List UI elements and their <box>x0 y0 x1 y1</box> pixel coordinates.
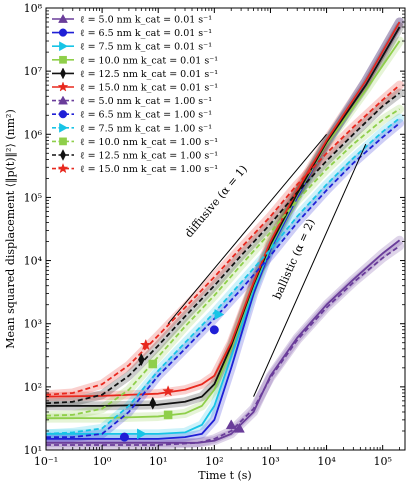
reference-line-1 <box>253 143 367 397</box>
series-marker-9-0 <box>148 359 158 369</box>
series-marker-7-0 <box>209 325 219 335</box>
series-marker-6-0 <box>234 422 245 433</box>
x-axis-ticks: 10⁻¹ 10⁰ 10¹ 10² 10³ 10⁴ 10⁵ <box>34 8 400 468</box>
x-tick-label: 10² <box>205 455 223 468</box>
y-tick-label: 10⁸ <box>24 2 43 15</box>
legend-marker-4 <box>60 67 66 80</box>
legend-marker-11 <box>57 162 69 174</box>
series-marker-10-0 <box>138 353 145 367</box>
y-tick-label: 10⁵ <box>24 191 42 204</box>
series-line-0 <box>46 239 401 444</box>
legend-entry-7: ℓ = 6.5 nm k_cat = 1.00 s⁻¹ <box>80 110 212 121</box>
legend-entry-5: ℓ = 15.0 nm k_cat = 0.01 s⁻¹ <box>80 83 218 94</box>
legend-entry-11: ℓ = 15.0 nm k_cat = 1.00 s⁻¹ <box>80 164 218 175</box>
legend-marker-5 <box>57 81 69 92</box>
legend-marker-7 <box>58 110 68 119</box>
legend-marker-2 <box>59 41 69 52</box>
plot-area: diffusive (α = 1)ballistic (α = 2) <box>45 7 406 451</box>
legend-entry-6: ℓ = 5.0 nm k_cat = 1.00 s⁻¹ <box>80 96 212 107</box>
series-marker-0-0 <box>225 419 237 430</box>
legend-entry-1: ℓ = 6.5 nm k_cat = 0.01 s⁻¹ <box>80 28 212 39</box>
reference-line-0 <box>167 133 327 325</box>
y-tick-label: 10² <box>24 381 42 394</box>
plot-border <box>45 7 406 451</box>
x-tick-label: 10⁵ <box>373 455 391 468</box>
y-tick-label: 10⁶ <box>24 128 43 141</box>
y-axis-label: Mean squared displacement ⟨‖p(t)‖²⟩ (nm²… <box>4 109 18 349</box>
series-line-11 <box>46 84 401 396</box>
series-markers <box>119 309 245 442</box>
plot-frame <box>46 8 405 450</box>
series-marker-1-0 <box>119 432 129 442</box>
series-line-8 <box>46 117 401 435</box>
legend-marker-1 <box>58 28 68 37</box>
series-line-9 <box>46 108 401 417</box>
y-tick-label: 10¹ <box>24 444 42 457</box>
series-line-3 <box>46 40 401 419</box>
x-tick-label: 10¹ <box>149 455 167 468</box>
legend-marker-10 <box>60 149 66 161</box>
legend-marker-3 <box>59 55 67 64</box>
series-line-5 <box>46 21 401 398</box>
series-marker-8-0 <box>214 309 225 320</box>
legend-marker-6 <box>58 95 68 105</box>
x-tick-label: 10⁴ <box>317 455 336 468</box>
y-tick-label: 10³ <box>24 318 42 331</box>
legend: ℓ = 5.0 nm k_cat = 0.01 s⁻¹ ℓ = 6.5 nm k_… <box>52 13 218 175</box>
legend-entry-2: ℓ = 7.5 nm k_cat = 0.01 s⁻¹ <box>80 42 212 53</box>
series-marker-4-0 <box>149 396 157 410</box>
legend-entry-0: ℓ = 5.0 nm k_cat = 0.01 s⁻¹ <box>80 15 212 26</box>
series-line-10 <box>46 92 401 405</box>
legend-marker-0 <box>58 13 68 23</box>
legend-entry-4: ℓ = 12.5 nm k_cat = 0.01 s⁻¹ <box>80 69 218 80</box>
x-tick-label: 10⁰ <box>93 455 112 468</box>
series-marker-11-0 <box>139 338 152 351</box>
series-marker-2-0 <box>137 428 147 440</box>
series-line-7 <box>46 122 401 439</box>
y-tick-label: 10⁴ <box>24 255 43 268</box>
series-marker-5-0 <box>162 385 175 397</box>
legend-entry-10: ℓ = 12.5 nm k_cat = 1.00 s⁻¹ <box>80 151 218 162</box>
y-axis-ticks: 10¹ 10² 10³ 10⁴ 10⁵ 10⁶ 10⁷ 10⁸ <box>24 2 405 457</box>
x-axis-label: Time t (s) <box>198 469 251 482</box>
x-tick-label: 10⁻¹ <box>34 455 58 468</box>
legend-marker-9 <box>59 137 67 146</box>
legend-marker-8 <box>59 122 69 133</box>
legend-entry-3: ℓ = 10.0 nm k_cat = 0.01 s⁻¹ <box>80 55 218 66</box>
legend-entry-9: ℓ = 10.0 nm k_cat = 1.00 s⁻¹ <box>80 137 218 148</box>
x-tick-label: 10³ <box>261 455 279 468</box>
y-tick-label: 10⁷ <box>24 65 43 78</box>
series-marker-3-0 <box>163 410 173 420</box>
legend-entry-8: ℓ = 7.5 nm k_cat = 1.00 s⁻¹ <box>80 123 212 134</box>
